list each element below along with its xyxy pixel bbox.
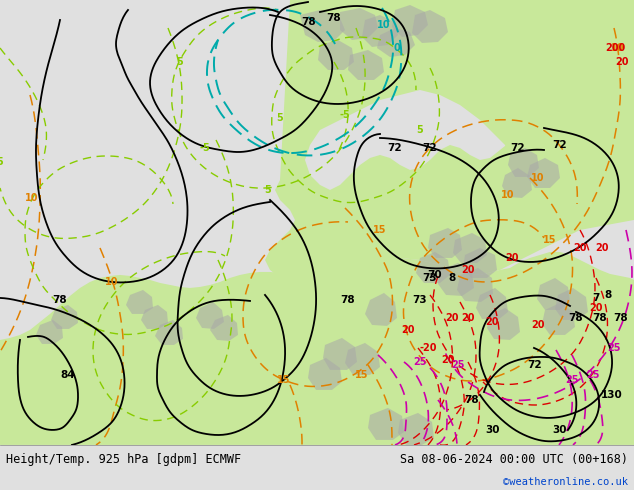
Text: 20: 20 [573,243,586,253]
Text: 130: 130 [601,390,623,400]
Text: -5: -5 [200,143,210,153]
Text: 78: 78 [614,313,628,323]
Text: 10: 10 [501,190,515,200]
Text: 73: 73 [423,273,437,283]
Text: 72: 72 [553,140,567,150]
Text: 78: 78 [465,395,479,405]
Text: 78: 78 [53,295,67,305]
Text: 25: 25 [451,360,465,370]
Text: 70: 70 [428,270,443,280]
Text: 20: 20 [595,243,609,253]
Text: 20: 20 [401,325,415,335]
Text: 20: 20 [531,320,545,330]
Text: 73: 73 [413,295,427,305]
Text: 78: 78 [340,295,355,305]
Text: -5: -5 [340,110,351,120]
Text: 8: 8 [448,273,456,283]
Text: 25: 25 [413,357,427,367]
Text: 8: 8 [604,290,612,300]
Text: 20: 20 [589,303,603,313]
Text: 20: 20 [505,253,519,263]
Text: 84: 84 [61,370,75,380]
Text: 20: 20 [462,265,475,275]
Text: ©weatheronline.co.uk: ©weatheronline.co.uk [503,477,628,487]
Text: 15: 15 [373,225,387,235]
Text: 15: 15 [355,370,369,380]
Text: 5: 5 [0,157,3,167]
Text: 78: 78 [569,313,583,323]
Text: 30: 30 [553,425,567,435]
Text: 78: 78 [302,17,316,27]
Text: 72: 72 [423,143,437,153]
Text: 15: 15 [277,375,291,385]
Text: 5: 5 [177,57,183,67]
Text: 20: 20 [485,317,499,327]
Text: 72: 72 [387,143,403,153]
Text: 10: 10 [25,193,39,203]
Text: 25: 25 [607,343,621,353]
Text: 5: 5 [417,125,424,135]
Text: 10: 10 [105,277,119,287]
Text: -20: -20 [419,343,437,353]
Text: 20: 20 [441,355,455,365]
Text: 5: 5 [276,113,283,123]
Text: 25: 25 [566,375,579,385]
Text: 72: 72 [527,360,542,370]
Text: Sa 08-06-2024 00:00 UTC (00+168): Sa 08-06-2024 00:00 UTC (00+168) [399,453,628,466]
Text: 20: 20 [462,313,475,323]
Text: 10: 10 [531,173,545,183]
Text: 10: 10 [377,20,391,30]
Text: 10: 10 [611,43,624,53]
Text: 20: 20 [615,57,629,67]
Text: 78: 78 [327,13,341,23]
Text: 200: 200 [605,43,625,53]
Text: Height/Temp. 925 hPa [gdpm] ECMWF: Height/Temp. 925 hPa [gdpm] ECMWF [6,453,242,466]
Text: 20: 20 [445,313,459,323]
Text: 0: 0 [394,43,401,53]
Text: 25: 25 [586,370,600,380]
Text: 78: 78 [593,313,607,323]
Text: 15: 15 [543,235,557,245]
Text: 72: 72 [511,143,526,153]
Text: 30: 30 [486,425,500,435]
Text: 5: 5 [264,185,271,195]
Text: 7: 7 [592,293,600,303]
